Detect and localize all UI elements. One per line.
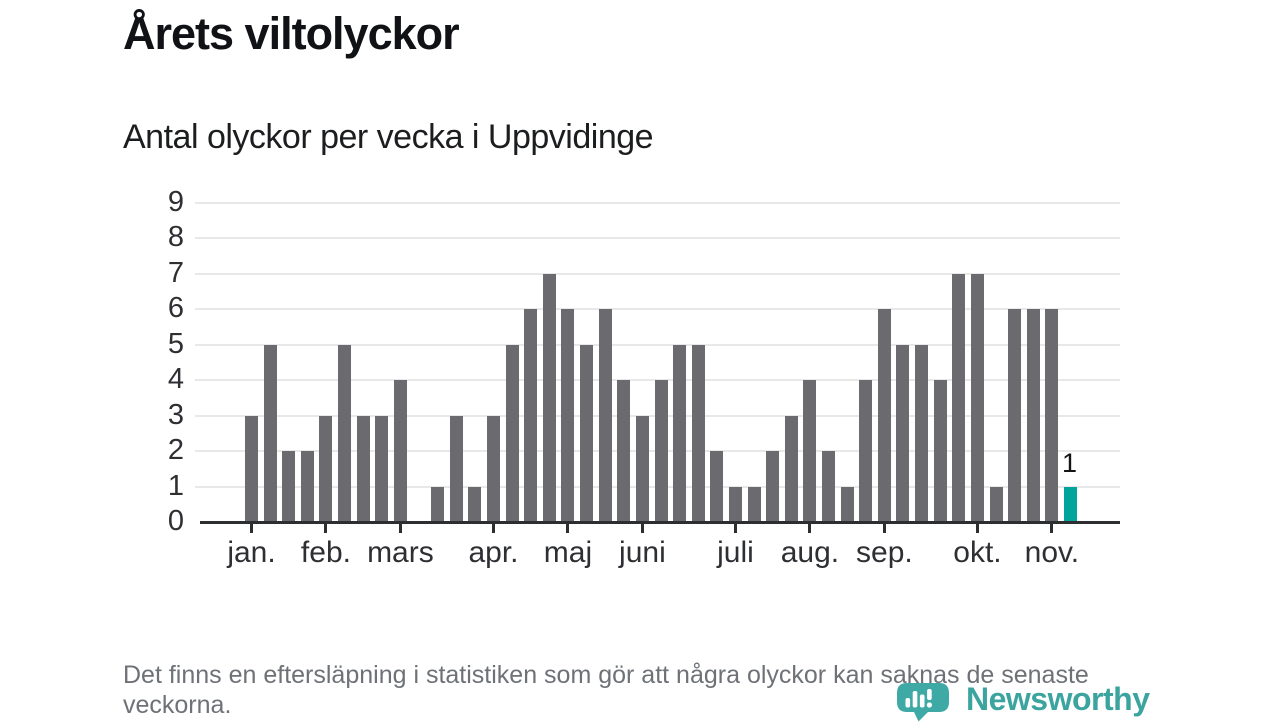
y-tick-label: 0 bbox=[167, 504, 184, 537]
gridline bbox=[195, 308, 1120, 311]
bar-week bbox=[542, 273, 556, 522]
x-axis-tick bbox=[1050, 524, 1054, 533]
x-axis-tick bbox=[566, 524, 570, 533]
bar-week bbox=[970, 273, 984, 522]
y-tick-label: 9 bbox=[167, 185, 184, 218]
bar-week bbox=[673, 344, 687, 522]
page-title: Årets viltolyckor bbox=[123, 8, 460, 59]
bar-week bbox=[356, 415, 370, 522]
bar-current-week-highlighted bbox=[1064, 486, 1078, 522]
bar-week bbox=[505, 344, 519, 522]
x-tick-label: sep. bbox=[856, 536, 913, 569]
bar-week bbox=[338, 344, 352, 522]
bar-week bbox=[282, 451, 296, 522]
bar-week bbox=[915, 344, 929, 522]
x-axis-tick bbox=[398, 524, 402, 533]
x-tick-label: aug. bbox=[780, 536, 840, 569]
plot-area: jan. feb. mars apr. maj juni juli aug. sep. okt. n… bbox=[195, 202, 1120, 568]
bar-week bbox=[710, 451, 724, 522]
gridline bbox=[195, 202, 1120, 204]
x-axis-tick bbox=[250, 524, 253, 533]
x-axis-tick bbox=[491, 524, 495, 533]
x-tick-label: juli bbox=[717, 536, 754, 569]
x-tick-label: mars bbox=[367, 536, 434, 569]
bar-week bbox=[635, 415, 649, 522]
bar-week bbox=[654, 380, 668, 522]
bar-week bbox=[393, 380, 407, 522]
bar-week bbox=[598, 309, 612, 522]
bar-week bbox=[524, 309, 538, 522]
x-axis-line bbox=[200, 521, 1120, 524]
bar-week bbox=[784, 415, 798, 522]
bar-week bbox=[468, 486, 482, 522]
logo-text: Newsworthy bbox=[966, 681, 1150, 717]
x-tick-label: feb. bbox=[300, 536, 351, 569]
bar-week bbox=[1026, 309, 1040, 522]
y-tick-label: 2 bbox=[167, 434, 184, 467]
y-tick-label: 8 bbox=[167, 221, 184, 254]
bar-week bbox=[580, 344, 594, 522]
bar-week bbox=[263, 344, 277, 522]
bar-week bbox=[691, 344, 705, 522]
bar-week bbox=[561, 309, 575, 522]
bar-week bbox=[822, 451, 836, 522]
bar-week bbox=[896, 344, 910, 522]
bar-week bbox=[766, 451, 780, 522]
x-axis-tick bbox=[975, 524, 979, 533]
x-tick-label: jan. bbox=[227, 536, 276, 569]
bar-week bbox=[952, 273, 966, 522]
y-tick-label: 3 bbox=[167, 398, 184, 431]
gridline bbox=[195, 343, 1120, 346]
y-tick-label: 7 bbox=[167, 256, 184, 289]
bar-week bbox=[803, 380, 817, 522]
x-axis-tick bbox=[640, 524, 644, 533]
bar-week bbox=[431, 486, 445, 522]
bar-week bbox=[1045, 309, 1059, 522]
x-tick-label: okt. bbox=[953, 536, 1002, 569]
x-tick-label: maj bbox=[543, 536, 593, 569]
bar-week bbox=[319, 415, 333, 522]
x-axis-tick bbox=[808, 524, 812, 533]
bar-week bbox=[747, 486, 761, 522]
bar-week bbox=[617, 380, 631, 522]
wildlife-accidents-chart: Årets viltolyckor Antal olyckor per veck… bbox=[0, 8, 1120, 568]
newsworthy-logo-icon bbox=[897, 683, 949, 722]
bar-week bbox=[933, 380, 947, 522]
last-bar-value-label: 1 bbox=[1062, 447, 1078, 478]
chart-subtitle: Antal olyckor per vecka i Uppvidinge bbox=[123, 118, 654, 156]
footnote: Det finns en eftersläpning i statistiken… bbox=[123, 661, 1089, 719]
x-tick-label: apr. bbox=[468, 536, 519, 569]
bar-week bbox=[375, 415, 389, 522]
x-tick-label: nov. bbox=[1024, 536, 1080, 569]
bar-week bbox=[1008, 309, 1022, 522]
bar-week bbox=[449, 415, 463, 522]
x-axis-tick bbox=[324, 524, 328, 533]
y-tick-label: 6 bbox=[167, 292, 184, 325]
bar-week bbox=[300, 451, 314, 522]
bar-week bbox=[859, 380, 873, 522]
bar-week bbox=[989, 486, 1003, 522]
bar-week bbox=[840, 486, 854, 522]
gridline bbox=[195, 237, 1120, 240]
x-axis-tick bbox=[882, 524, 886, 533]
x-axis-tick bbox=[733, 524, 737, 533]
y-tick-label: 4 bbox=[167, 363, 184, 396]
x-tick-label: juni bbox=[619, 536, 666, 569]
y-tick-label: 1 bbox=[167, 469, 184, 502]
bar-week bbox=[486, 415, 500, 522]
y-tick-label: 5 bbox=[167, 327, 184, 360]
bar-week bbox=[245, 415, 258, 522]
gridline bbox=[195, 272, 1120, 275]
bar-week bbox=[728, 486, 742, 522]
bar-week bbox=[877, 309, 891, 522]
